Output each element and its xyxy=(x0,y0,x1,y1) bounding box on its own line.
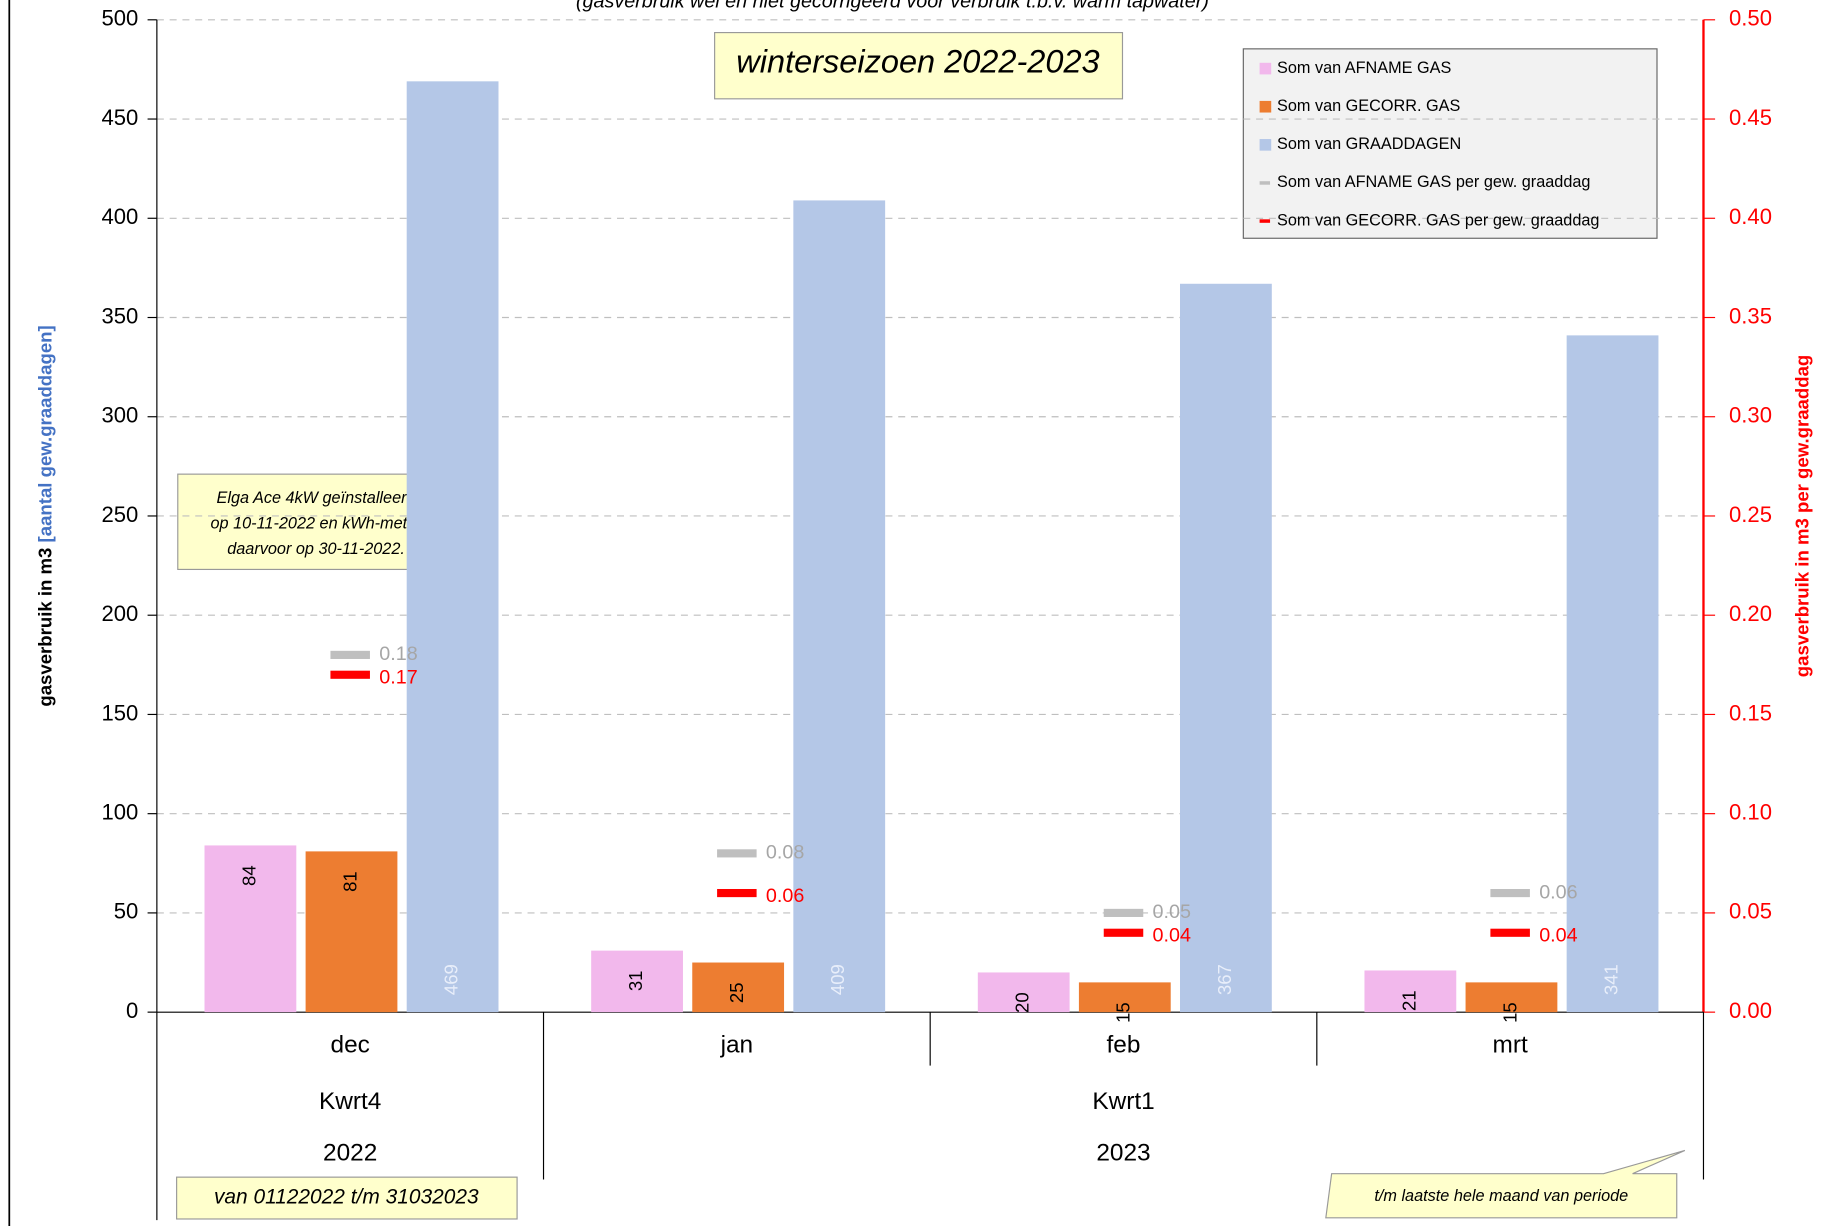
x-tick-label: mrt xyxy=(1493,1031,1528,1058)
legend-label: Som van AFNAME GAS per gew. graaddag xyxy=(1277,173,1590,191)
y-axis-label: gasverbruik in m3 [aantal gew.graaddagen… xyxy=(34,325,55,706)
y2-tick-label: 0.10 xyxy=(1729,800,1772,825)
y2-tick-label: 0.20 xyxy=(1729,601,1772,626)
data-label: 0.17 xyxy=(379,666,417,688)
x-tick-label: feb xyxy=(1107,1031,1141,1058)
bar xyxy=(305,851,398,1013)
marker xyxy=(717,849,757,858)
chart-title: winterseizoen 2022-2023 xyxy=(736,44,1099,80)
note: op 10-11-2022 en kWh-meter xyxy=(211,514,423,532)
y2-axis-label: gasverbruik in m3 per gew.graaddag xyxy=(1791,355,1812,677)
y2-tick-label: 0.30 xyxy=(1729,403,1772,428)
note: daarvoor op 30-11-2022. xyxy=(227,540,405,558)
period-box xyxy=(176,1176,518,1220)
quarter-label: Kwrt1 xyxy=(1092,1088,1154,1115)
data-label: 25 xyxy=(726,982,747,1003)
legend-marker xyxy=(1259,62,1272,75)
legend-marker xyxy=(1259,139,1272,151)
bar xyxy=(204,845,297,1013)
y2-tick-label: 0.25 xyxy=(1729,502,1772,527)
marker xyxy=(1490,888,1530,898)
y-tick-label: 300 xyxy=(101,403,138,428)
data-label: 409 xyxy=(827,964,848,995)
y-tick-label: 250 xyxy=(101,502,138,527)
data-label: 0.04 xyxy=(1539,924,1577,946)
data-label: 20 xyxy=(1012,992,1033,1013)
bar xyxy=(1364,970,1457,1013)
data-label: 31 xyxy=(625,970,646,991)
legend-label: Som van GECORR. GAS per gew. graaddag xyxy=(1277,211,1599,229)
marker xyxy=(1490,928,1530,937)
data-label: 367 xyxy=(1214,964,1235,995)
x-tick-label: dec xyxy=(331,1031,370,1058)
y2-tick-label: 0.45 xyxy=(1729,105,1772,130)
year-label: 2023 xyxy=(1096,1139,1150,1166)
y-axis-label-part: gasverbruik in m3 xyxy=(34,542,55,706)
y-tick-label: 350 xyxy=(101,303,138,328)
note: Elga Ace 4kW geïnstalleerd xyxy=(217,489,417,507)
marker xyxy=(330,670,370,679)
marker xyxy=(1103,908,1144,917)
y2-tick-label: 0.50 xyxy=(1729,6,1772,31)
legend xyxy=(1242,48,1658,239)
legend-marker xyxy=(1259,100,1272,113)
data-label: 0.05 xyxy=(1153,901,1191,923)
y-tick-label: 200 xyxy=(101,601,138,626)
title-box xyxy=(714,32,1124,100)
bar xyxy=(1180,283,1272,1013)
bar xyxy=(406,81,499,1013)
bar xyxy=(793,200,886,1013)
bar xyxy=(591,950,683,1013)
y-tick-label: 150 xyxy=(101,700,138,725)
y-tick-label: 100 xyxy=(101,800,138,825)
y-tick-label: 0 xyxy=(126,998,138,1023)
y2-tick-label: 0.35 xyxy=(1729,303,1772,328)
legend-label: Som van GECORR. GAS xyxy=(1277,97,1460,115)
y-tick-label: 50 xyxy=(114,899,139,924)
y-tick-label: 400 xyxy=(101,204,138,229)
data-label: 0.06 xyxy=(1539,881,1577,903)
data-label: 15 xyxy=(1499,1002,1520,1023)
y-tick-label: 450 xyxy=(101,105,138,130)
bar xyxy=(692,962,785,1013)
year-label: 2022 xyxy=(323,1139,377,1166)
data-label: 81 xyxy=(339,871,360,892)
marker xyxy=(330,650,370,659)
y2-tick-label: 0.00 xyxy=(1729,998,1772,1023)
y-axis-label-part: [aantal gew.graaddagen] xyxy=(34,325,55,542)
bar xyxy=(1465,982,1558,1013)
bar xyxy=(977,972,1070,1013)
data-label: 0.08 xyxy=(766,842,804,864)
legend-marker xyxy=(1259,181,1271,185)
quarter-label: Kwrt4 xyxy=(319,1088,381,1115)
data-label: 84 xyxy=(238,865,259,886)
period: van 01122022 t/m 31032023 xyxy=(214,1186,479,1209)
y-tick-label: 500 xyxy=(101,6,138,31)
y2-tick-label: 0.15 xyxy=(1729,700,1772,725)
legend-label: Som van GRAADDAGEN xyxy=(1277,135,1461,153)
data-label: 15 xyxy=(1113,1002,1134,1023)
legend-label: Som van AFNAME GAS xyxy=(1277,59,1451,77)
data-label: 0.18 xyxy=(379,643,417,665)
subtitle: (gasverbruik wel en niet gecorrigeerd vo… xyxy=(576,0,1209,13)
y2-tick-label: 0.40 xyxy=(1729,204,1772,229)
data-label: 341 xyxy=(1600,964,1621,995)
callout xyxy=(1325,1149,1686,1219)
data-label: 21 xyxy=(1398,990,1419,1011)
data-label: 0.06 xyxy=(766,885,804,907)
x-tick-label: jan xyxy=(720,1031,754,1058)
data-label: 0.04 xyxy=(1153,924,1191,946)
marker xyxy=(717,888,757,898)
callout-text: t/m laatste hele maand van periode xyxy=(1374,1187,1628,1205)
marker xyxy=(1103,928,1144,937)
legend-marker xyxy=(1259,219,1271,223)
data-label: 469 xyxy=(441,964,462,995)
bar xyxy=(1078,982,1171,1013)
bar xyxy=(1566,335,1659,1013)
y2-tick-label: 0.05 xyxy=(1729,899,1772,924)
